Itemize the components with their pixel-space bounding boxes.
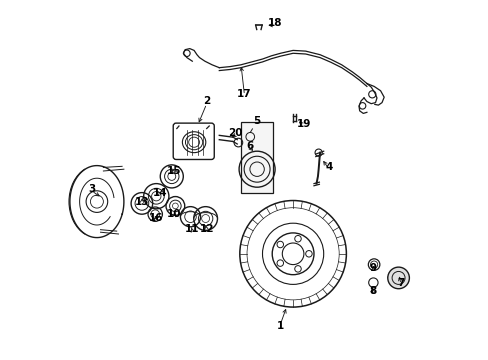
Text: 19: 19 [296,119,310,129]
Text: 1: 1 [276,321,284,331]
Text: 20: 20 [228,128,242,138]
Text: 7: 7 [397,278,404,288]
Bar [241,122,273,193]
Text: 17: 17 [237,89,251,99]
Circle shape [387,267,408,289]
Text: 8: 8 [368,285,375,296]
Text: 13: 13 [134,197,149,207]
Text: 2: 2 [203,96,210,106]
Text: 11: 11 [184,224,199,234]
Text: 18: 18 [267,18,282,28]
Text: 12: 12 [199,224,214,234]
Text: 10: 10 [167,209,181,219]
Text: 6: 6 [246,141,253,151]
Text: 14: 14 [152,188,167,198]
Text: 9: 9 [369,263,376,273]
Text: 5: 5 [253,116,260,126]
Text: 15: 15 [167,166,181,176]
Text: 3: 3 [88,184,95,194]
Text: 4: 4 [325,162,332,172]
Text: 16: 16 [148,213,163,223]
